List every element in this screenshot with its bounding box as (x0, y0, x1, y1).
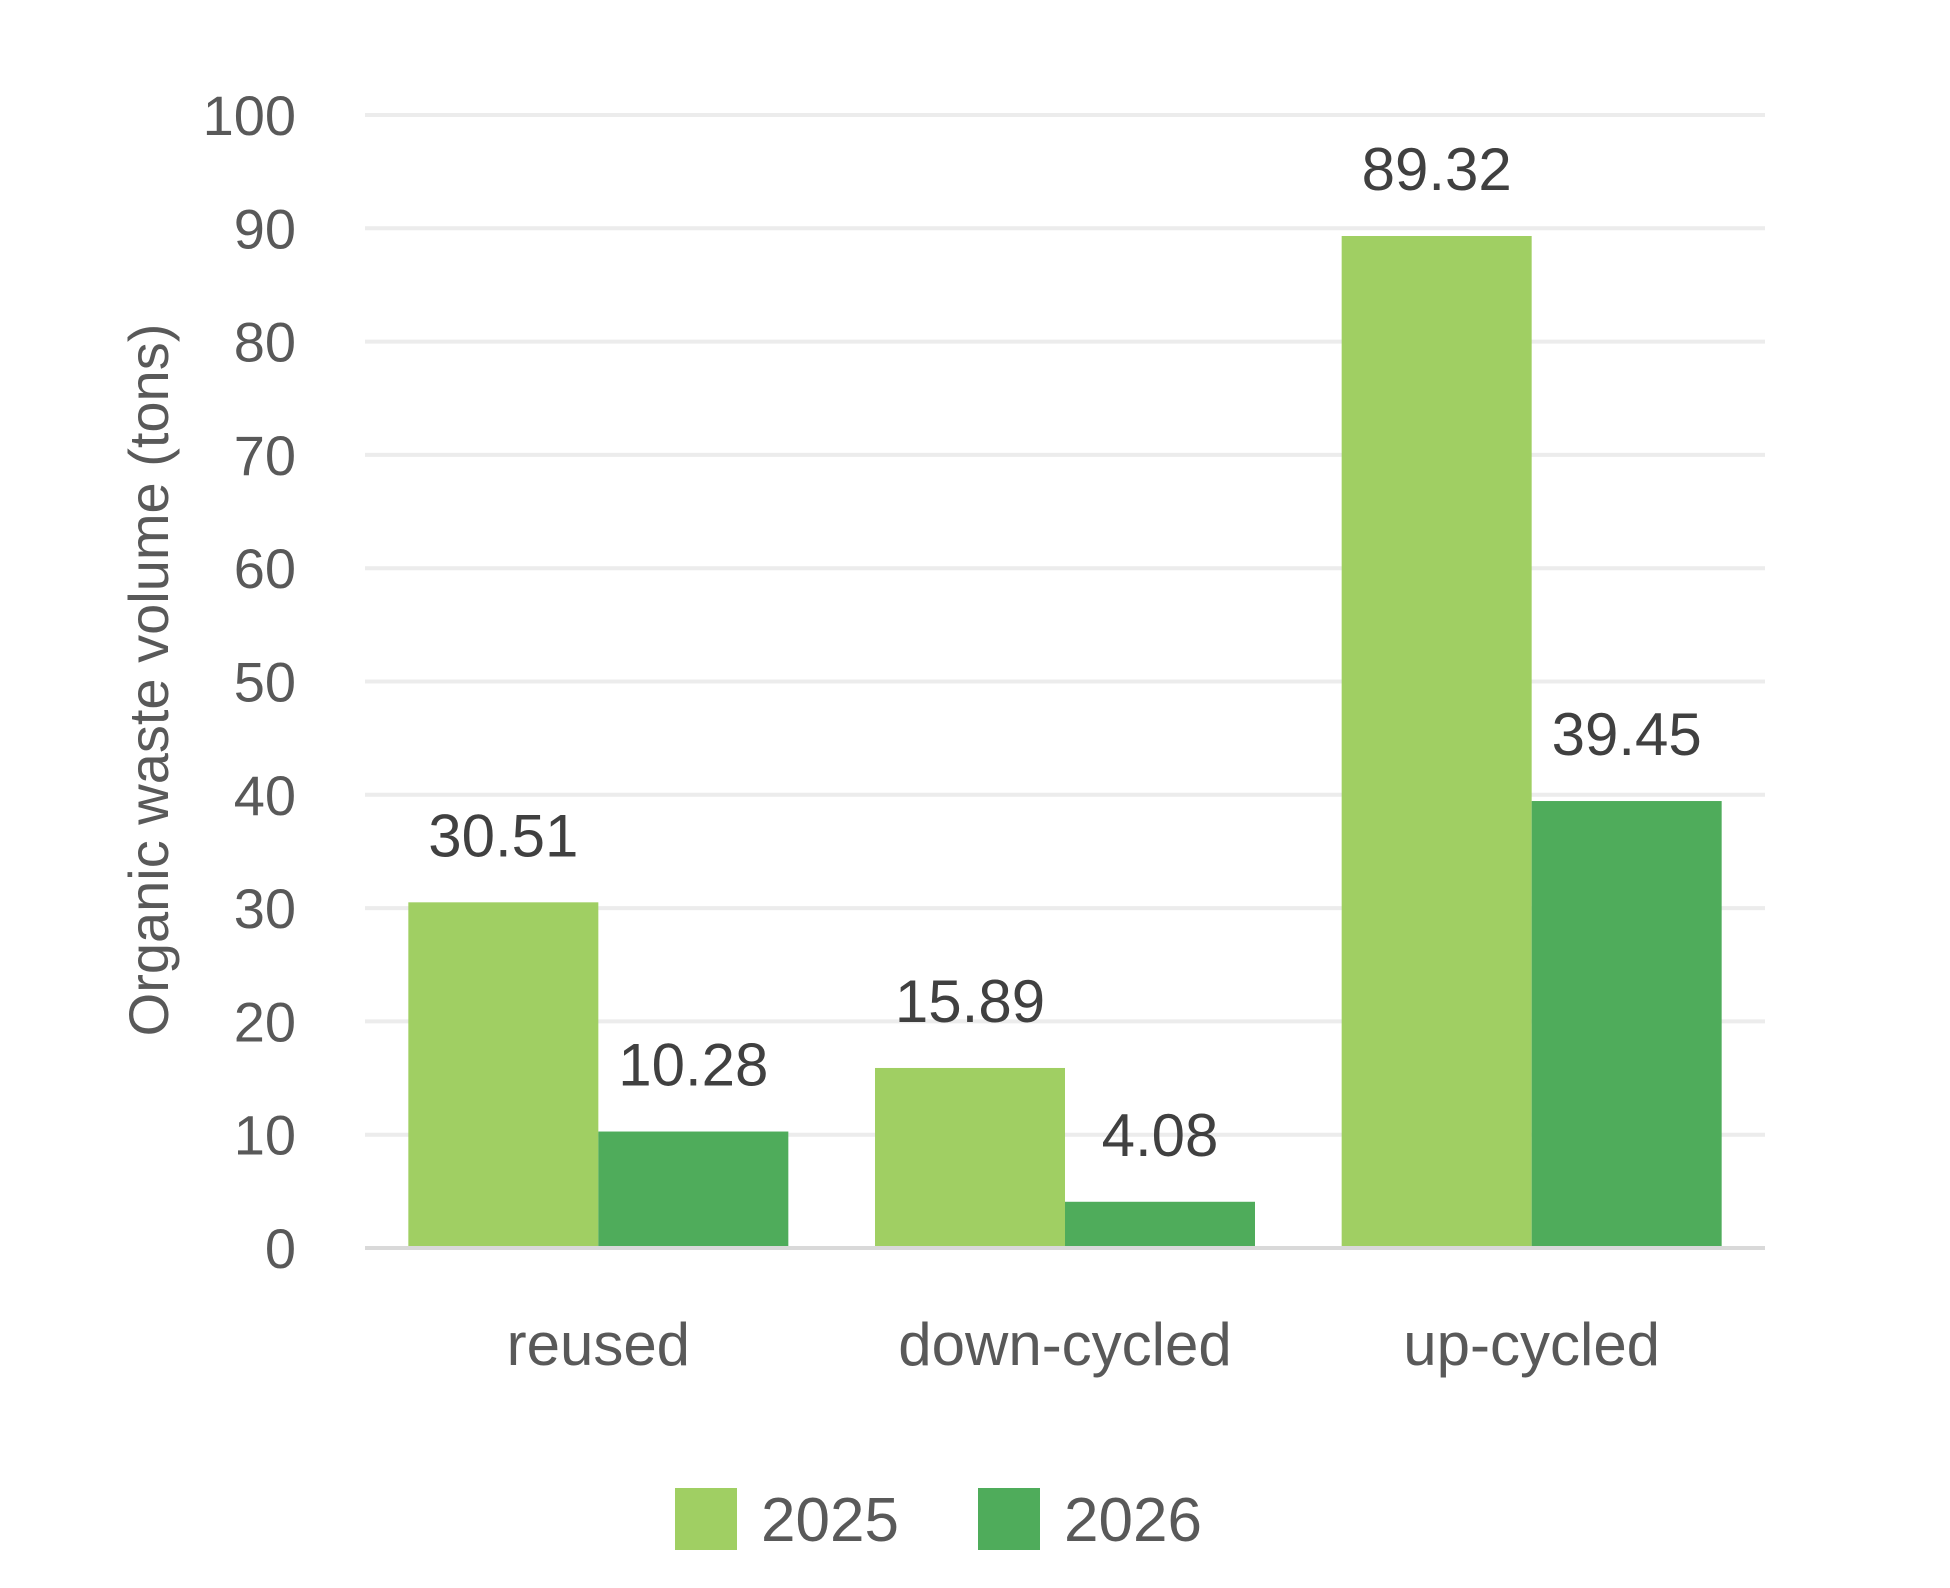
bar-2026-reused (598, 1131, 789, 1248)
legend: 2025 2026 (675, 1486, 1202, 1555)
y-tick-label: 30 (234, 877, 296, 940)
bar-2025-up-cycled (1341, 236, 1532, 1248)
y-tick-label: 40 (234, 764, 296, 827)
category-labels: reused down-cycled up-cycled (507, 1311, 1660, 1378)
data-label: 39.45 (1552, 701, 1702, 768)
y-tick-label: 20 (234, 990, 296, 1053)
legend-label-2026: 2026 (1064, 1486, 1202, 1555)
y-tick-label: 100 (203, 84, 296, 147)
category-label-down-cycled: down-cycled (898, 1311, 1232, 1378)
data-labels: 30.51 10.28 15.89 4.08 89.32 39.45 (428, 136, 1701, 1169)
y-tick-label: 70 (234, 424, 296, 487)
legend-swatch-2025 (675, 1488, 737, 1550)
data-label: 10.28 (618, 1032, 768, 1099)
data-label: 4.08 (1102, 1102, 1219, 1169)
y-tick-label: 60 (234, 537, 296, 600)
y-tick-label: 50 (234, 651, 296, 714)
y-axis-ticks: 0 10 20 30 40 50 60 70 80 90 100 (203, 84, 296, 1280)
data-label: 89.32 (1362, 136, 1512, 203)
y-tick-label: 0 (265, 1217, 296, 1280)
bar-2025-reused (408, 902, 599, 1248)
bar-2026-up-cycled (1531, 801, 1722, 1248)
legend-swatch-2026 (978, 1488, 1040, 1550)
legend-label-2025: 2025 (761, 1486, 899, 1555)
data-label: 15.89 (895, 968, 1045, 1035)
y-tick-label: 90 (234, 197, 296, 260)
y-tick-label: 80 (234, 311, 296, 374)
bar-2025-down-cycled (875, 1067, 1065, 1248)
y-axis-label: Organic waste volume (tons) (117, 324, 180, 1037)
y-tick-label: 10 (234, 1104, 296, 1167)
category-label-up-cycled: up-cycled (1403, 1311, 1660, 1378)
category-label-reused: reused (507, 1311, 690, 1378)
bar-2026-down-cycled (1065, 1201, 1255, 1248)
data-label: 30.51 (428, 802, 578, 869)
bars (408, 236, 1722, 1248)
